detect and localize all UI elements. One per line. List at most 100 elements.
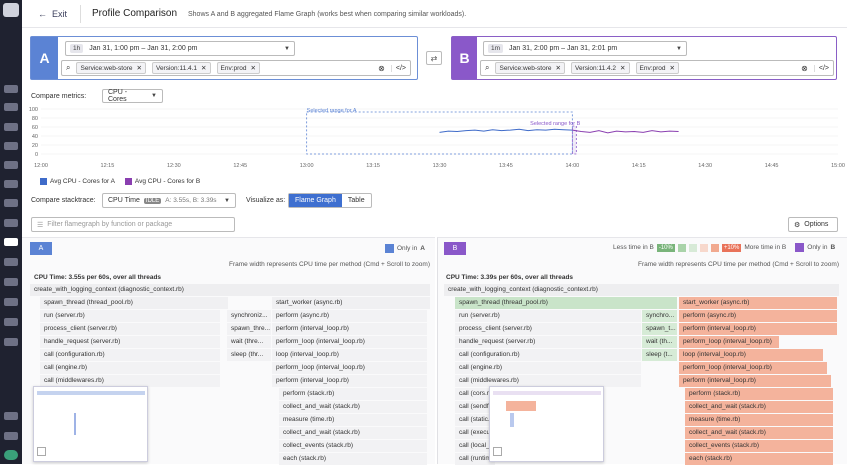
tag-filter-a[interactable]: ⌕ Service:web-store ✕ Version:11.4.1 ✕ Env… bbox=[61, 60, 411, 76]
tag-chip[interactable]: Version:11.4.2 ✕ bbox=[570, 62, 630, 74]
flame-frame-b[interactable]: perform (interval_loop.rb) bbox=[679, 323, 837, 335]
tag-chip[interactable]: Service:web-store ✕ bbox=[495, 62, 565, 74]
dashboards-icon[interactable] bbox=[4, 142, 18, 150]
flame-frame-b[interactable]: collect_events (stack.rb) bbox=[685, 440, 833, 452]
flame-frame-b[interactable]: run (server.rb) bbox=[455, 310, 641, 322]
legend-item-b[interactable]: Avg CPU - Cores for B bbox=[124, 178, 200, 185]
close-icon[interactable]: ✕ bbox=[620, 65, 626, 72]
flame-frame-b[interactable]: perform_loop (interval_loop.rb) bbox=[679, 362, 827, 374]
flame-frame-a[interactable]: collect_events (stack.rb) bbox=[279, 440, 427, 452]
flame-frame-b[interactable]: loop (interval_loop.rb) bbox=[679, 349, 823, 361]
flame-frame-a[interactable]: collect_and_wait (stack.rb) bbox=[279, 401, 427, 413]
flame-frame-b[interactable]: wait (th... bbox=[642, 336, 677, 348]
exit-button[interactable]: ← Exit bbox=[38, 9, 67, 19]
flame-frame-a[interactable]: handle_request (server.rb) bbox=[40, 336, 220, 348]
integrations-icon[interactable] bbox=[4, 219, 18, 227]
minimap-toggle-icon[interactable] bbox=[493, 447, 502, 456]
flame-frame-b[interactable]: collect_and_wait (stack.rb) bbox=[685, 427, 833, 439]
clear-icon[interactable]: ⊗ bbox=[378, 63, 385, 73]
chat-icon[interactable] bbox=[4, 412, 18, 420]
flame-frame-b[interactable]: spawn_thread (thread_pool.rb) bbox=[455, 297, 677, 309]
flame-frame-a[interactable]: perform (stack.rb) bbox=[279, 388, 427, 400]
flame-frame-b[interactable]: start_worker (async.rb) bbox=[679, 297, 837, 309]
flame-frame-b[interactable]: process_client (server.rb) bbox=[455, 323, 641, 335]
flame-frame-b[interactable]: call (middlewares.rb) bbox=[455, 375, 641, 387]
events-icon[interactable] bbox=[4, 123, 18, 131]
close-icon[interactable]: ✕ bbox=[669, 65, 675, 72]
monitors-icon[interactable] bbox=[4, 180, 18, 188]
tag-chip[interactable]: Env:prod ✕ bbox=[635, 62, 679, 74]
swap-button[interactable]: ⇄ bbox=[426, 51, 442, 65]
minimap-b[interactable] bbox=[489, 386, 604, 462]
flame-frame-a[interactable]: each (stack.rb) bbox=[279, 453, 427, 465]
minimap-toggle-icon[interactable] bbox=[37, 447, 46, 456]
notebooks-icon[interactable] bbox=[4, 258, 18, 266]
flame-frame-a[interactable]: perform (async.rb) bbox=[272, 310, 427, 322]
code-icon[interactable]: </> bbox=[813, 64, 829, 72]
flame-frame-b[interactable]: perform (async.rb) bbox=[679, 310, 837, 322]
flame-frame-a[interactable]: wait (thre... bbox=[227, 336, 271, 348]
legend-item-a[interactable]: Avg CPU - Cores for A bbox=[40, 178, 115, 185]
flame-frame-b[interactable]: perform_loop (interval_loop.rb) bbox=[679, 336, 779, 348]
infrastructure-icon[interactable] bbox=[4, 161, 18, 169]
close-icon[interactable]: ✕ bbox=[136, 65, 142, 72]
flame-frame-a[interactable]: measure (time.rb) bbox=[279, 414, 427, 426]
flame-frame-b[interactable]: perform (interval_loop.rb) bbox=[679, 375, 831, 387]
flame-frame-b[interactable]: collect_and_wait (stack.rb) bbox=[685, 401, 833, 413]
flame-frame-a[interactable]: create_with_logging_context (diagnostic_… bbox=[30, 284, 430, 296]
flame-frame-a[interactable]: spawn_thread (thread_pool.rb) bbox=[40, 297, 228, 309]
flamegraph-filter-input[interactable]: ☰ Filter flamegraph by function or packag… bbox=[31, 217, 235, 232]
help-icon[interactable] bbox=[4, 432, 18, 440]
flame-frame-b[interactable]: create_with_logging_context (diagnostic_… bbox=[444, 284, 839, 296]
avatar[interactable] bbox=[4, 450, 18, 460]
code-icon[interactable]: </> bbox=[390, 64, 406, 72]
time-range-select-a[interactable]: 1h Jan 31, 1:00 pm – Jan 31, 2:00 pm ▼ bbox=[65, 41, 295, 56]
watchdog-icon[interactable] bbox=[4, 103, 18, 111]
flame-frame-a[interactable]: perform_loop (interval_loop.rb) bbox=[272, 336, 427, 348]
flame-frame-b[interactable]: spawn_t... bbox=[642, 323, 677, 335]
compare-metrics-select[interactable]: CPU - Cores ▼ bbox=[102, 89, 163, 103]
security-icon[interactable] bbox=[4, 298, 18, 306]
flame-frame-b[interactable]: call (cors.rt bbox=[455, 388, 495, 400]
logs-icon[interactable] bbox=[4, 278, 18, 286]
options-button[interactable]: ⚙ Options bbox=[788, 217, 838, 232]
tag-chip[interactable]: Service:web-store ✕ bbox=[76, 62, 146, 74]
search-icon[interactable] bbox=[4, 85, 18, 93]
flame-frame-b[interactable]: measure (time.rb) bbox=[685, 414, 833, 426]
dog-logo-icon[interactable] bbox=[3, 3, 19, 17]
flame-frame-b[interactable]: call (sendfil bbox=[455, 401, 495, 413]
flame-frame-a[interactable]: call (engine.rb) bbox=[40, 362, 220, 374]
tab-flame-graph[interactable]: Flame Graph bbox=[289, 194, 342, 207]
apm-icon[interactable] bbox=[4, 238, 18, 246]
close-icon[interactable]: ✕ bbox=[555, 65, 561, 72]
flame-frame-b[interactable]: sleep (t... bbox=[642, 349, 677, 361]
flame-frame-a[interactable]: call (configuration.rb) bbox=[40, 349, 220, 361]
flame-frame-a[interactable]: synchroniz... bbox=[227, 310, 271, 322]
flame-frame-a[interactable]: sleep (thr... bbox=[227, 349, 271, 361]
ux-monitoring-icon[interactable] bbox=[4, 318, 18, 326]
flame-frame-a[interactable]: perform_loop (interval_loop.rb) bbox=[272, 362, 427, 374]
flame-frame-b[interactable]: call (static.r bbox=[455, 414, 495, 426]
flame-frame-a[interactable]: start_worker (async.rb) bbox=[272, 297, 430, 309]
flame-frame-a[interactable]: call (middlewares.rb) bbox=[40, 375, 220, 387]
flame-frame-b[interactable]: call (local_c bbox=[455, 440, 495, 452]
flame-frame-a[interactable]: spawn_thre... bbox=[227, 323, 271, 335]
stacktrace-select[interactable]: CPU Time IDLE A: 3.55s, B: 3.39s ▼ bbox=[102, 193, 236, 208]
flame-frame-b[interactable]: each (stack.rb) bbox=[685, 453, 833, 465]
flame-frame-a[interactable]: process_client (server.rb) bbox=[40, 323, 220, 335]
settings-icon[interactable] bbox=[4, 338, 18, 346]
minimap-a[interactable] bbox=[33, 386, 148, 462]
time-range-select-b[interactable]: 1m Jan 31, 2:00 pm – Jan 31, 2:01 pm ▼ bbox=[483, 41, 687, 56]
close-icon[interactable]: ✕ bbox=[201, 65, 207, 72]
clear-icon[interactable]: ⊗ bbox=[801, 63, 808, 73]
metrics-icon[interactable] bbox=[4, 199, 18, 207]
flame-frame-b[interactable]: synchro... bbox=[642, 310, 677, 322]
tag-chip[interactable]: Version:11.4.1 ✕ bbox=[151, 62, 211, 74]
flame-frame-b[interactable]: handle_request (server.rb) bbox=[455, 336, 641, 348]
flame-frame-a[interactable]: collect_and_wait (stack.rb) bbox=[279, 427, 427, 439]
flame-frame-a[interactable]: perform (interval_loop.rb) bbox=[272, 375, 427, 387]
tag-chip[interactable]: Env:prod ✕ bbox=[216, 62, 260, 74]
flame-frame-a[interactable]: loop (interval_loop.rb) bbox=[272, 349, 427, 361]
flame-frame-b[interactable]: call (execut bbox=[455, 427, 495, 439]
tag-filter-b[interactable]: ⌕ Service:web-store ✕ Version:11.4.2 ✕ Env… bbox=[480, 60, 834, 76]
